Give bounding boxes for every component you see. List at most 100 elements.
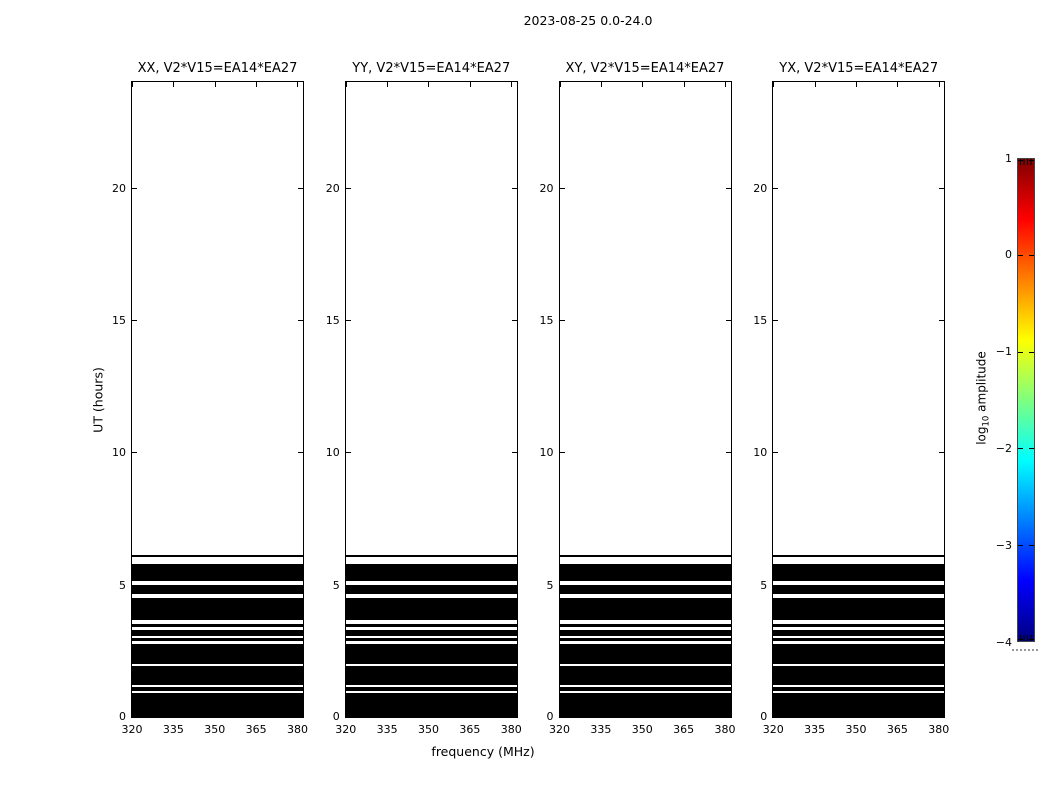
- y-tick: [345, 320, 351, 322]
- y-tick-label: 5: [760, 578, 768, 592]
- x-tick-label: 350: [845, 723, 867, 736]
- data-segment: [559, 693, 731, 717]
- colorbar-tick-label: −3: [995, 538, 1012, 552]
- x-tick: [938, 82, 940, 87]
- y-tick: [559, 320, 565, 322]
- colorbar-tick-label: 0: [1005, 248, 1012, 262]
- x-tick-label: 380: [286, 723, 308, 736]
- y-tick: [132, 452, 137, 454]
- x-tick-label: 320: [335, 723, 357, 736]
- x-tick: [173, 82, 175, 87]
- y-tick: [511, 452, 517, 454]
- panel-axes-yx: [772, 81, 946, 718]
- x-tick-label: 365: [245, 723, 267, 736]
- x-tick-label: 365: [886, 723, 908, 736]
- y-tick: [298, 452, 303, 454]
- data-segment: [132, 638, 303, 642]
- y-axis-label: UT (hours): [90, 367, 106, 433]
- data-segment: [132, 643, 303, 664]
- y-tick: [345, 187, 351, 189]
- y-tick: [939, 320, 945, 322]
- data-segment: [345, 630, 517, 637]
- data-segment: [559, 555, 731, 558]
- data-segment: [345, 598, 517, 620]
- panel-title-xx: XX, V2*V15=EA14*EA27: [137, 61, 298, 76]
- colorbar-tick: [1029, 351, 1034, 353]
- colorbar-tick: [1018, 254, 1023, 256]
- panel-title-xy: XY, V2*V15=EA14*EA27: [565, 61, 725, 76]
- data-segment: [559, 638, 731, 642]
- data-segment: [773, 584, 945, 594]
- data-segment: [345, 643, 517, 664]
- x-tick-label: 320: [549, 723, 570, 736]
- y-tick: [132, 320, 137, 322]
- data-segment: [559, 563, 731, 581]
- colorbar-tick: [1029, 639, 1034, 640]
- y-tick: [725, 187, 731, 189]
- y-tick: [559, 452, 565, 454]
- y-tick: [773, 320, 779, 322]
- colorbar-tick-label: −1: [995, 345, 1012, 359]
- x-tick: [387, 82, 389, 87]
- y-tick: [298, 320, 303, 322]
- y-tick-label: 20: [112, 181, 126, 195]
- x-tick-label: 335: [376, 723, 398, 736]
- colorbar-label: log10 amplitude: [974, 351, 993, 445]
- data-segment: [132, 555, 303, 558]
- data-segment: [773, 643, 945, 664]
- x-tick: [814, 82, 816, 87]
- data-segment: [773, 687, 945, 692]
- y-tick-label: 15: [325, 314, 340, 328]
- x-tick-label: 365: [459, 723, 481, 736]
- y-tick: [725, 452, 731, 454]
- data-segment: [345, 693, 517, 717]
- colorbar-tick: [1018, 160, 1023, 161]
- x-tick-label: 320: [121, 723, 143, 736]
- data-segment: [559, 630, 731, 637]
- x-tick: [855, 82, 857, 87]
- x-tick: [642, 82, 644, 87]
- colorbar-tick: [1029, 448, 1034, 450]
- x-tick-label: 380: [928, 723, 950, 736]
- y-tick: [939, 187, 945, 189]
- y-tick: [345, 452, 351, 454]
- data-segment: [559, 598, 731, 620]
- y-tick-label: 5: [546, 578, 554, 592]
- data-segment: [132, 693, 303, 717]
- data-segment: [345, 666, 517, 685]
- y-tick-label: 20: [753, 181, 768, 195]
- x-tick-label: 380: [714, 723, 736, 736]
- y-tick: [939, 452, 945, 454]
- data-segment: [559, 623, 731, 628]
- data-segment: [559, 666, 731, 685]
- x-tick: [683, 82, 685, 87]
- colorbar-tick: [1029, 545, 1034, 547]
- x-tick-label: 365: [673, 723, 695, 736]
- x-tick: [897, 82, 899, 87]
- data-segment: [345, 584, 517, 594]
- colorbar-tick: [1018, 448, 1023, 450]
- data-segment: [773, 623, 945, 628]
- y-tick: [132, 187, 137, 189]
- colorbar-tick-label: −2: [995, 441, 1012, 455]
- colorbar-tick: [1029, 254, 1034, 256]
- data-segment: [345, 687, 517, 692]
- colorbar-label-amplitude: amplitude: [974, 351, 989, 416]
- data-segment: [559, 584, 731, 594]
- y-tick: [559, 187, 565, 189]
- data-segment: [132, 623, 303, 628]
- x-tick: [511, 82, 513, 87]
- colorbar-footer-dots: [1012, 649, 1038, 651]
- colorbar-end-hatch: [1020, 635, 1033, 641]
- data-segment: [773, 693, 945, 717]
- figure-title: 2023-08-25 0.0-24.0: [523, 13, 653, 28]
- y-tick: [511, 320, 517, 322]
- x-tick-label: 350: [204, 723, 226, 736]
- x-tick: [256, 82, 258, 87]
- data-segment: [773, 666, 945, 685]
- y-tick-label: 15: [539, 314, 554, 328]
- panel-axes-xy: [558, 81, 732, 718]
- x-tick-label: 320: [762, 723, 784, 736]
- y-tick-label: 10: [539, 446, 554, 460]
- x-tick-label: 335: [804, 723, 826, 736]
